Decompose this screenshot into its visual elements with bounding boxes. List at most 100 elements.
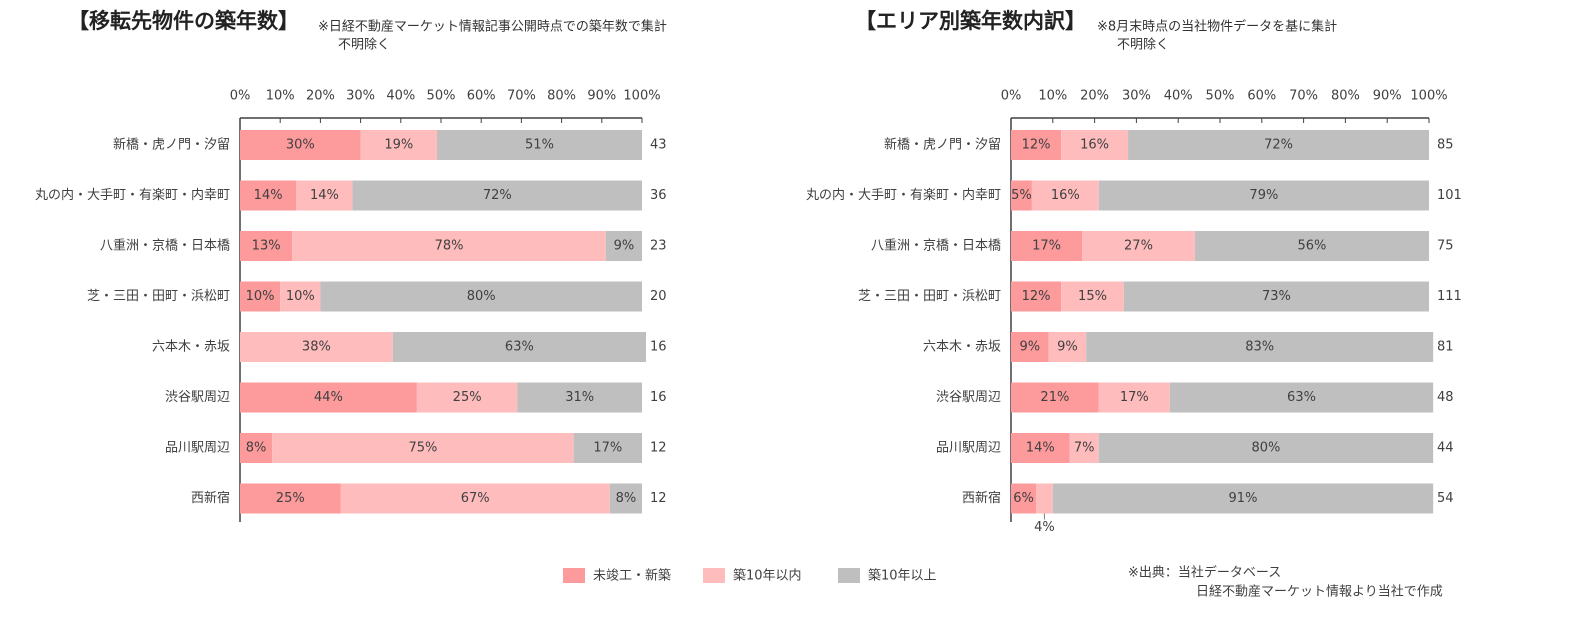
- bar-segment: [1128, 130, 1429, 160]
- bar-segment: [1061, 281, 1124, 312]
- value-label: 16%: [1051, 188, 1080, 203]
- x-tick-label: 40%: [386, 89, 415, 104]
- bar-segment: [1011, 332, 1049, 362]
- value-label: 78%: [435, 239, 464, 254]
- x-tick-label: 40%: [1164, 89, 1193, 104]
- bar-segment: [1061, 130, 1129, 160]
- value-label: 67%: [461, 491, 490, 506]
- bar-segment: [320, 281, 642, 312]
- value-label: 6%: [1013, 491, 1034, 506]
- value-label: 56%: [1298, 239, 1327, 254]
- bar-segment: [1098, 382, 1170, 413]
- value-label: 19%: [384, 138, 413, 153]
- bar-segment: [1069, 433, 1099, 463]
- bar-segment: [1098, 180, 1429, 211]
- value-label: 14%: [254, 188, 283, 203]
- x-tick-label: 30%: [346, 89, 375, 104]
- chart-note: 不明除く: [338, 38, 390, 53]
- x-tick-label: 20%: [306, 89, 335, 104]
- bar-segment: [392, 332, 647, 362]
- count-label: 75: [1437, 239, 1454, 254]
- value-label: 30%: [286, 138, 315, 153]
- legend-swatch: [563, 568, 585, 583]
- count-label: 16: [650, 390, 667, 405]
- bar-segment: [240, 130, 361, 160]
- value-label: 25%: [453, 390, 482, 405]
- bar-segment: [240, 332, 393, 362]
- count-label: 101: [1437, 188, 1462, 203]
- bar-segment: [1194, 231, 1429, 261]
- count-label: 23: [650, 239, 667, 254]
- chart-note: ※8月末時点の当社物件データを基に集計: [1097, 19, 1337, 35]
- count-label: 12: [650, 441, 667, 456]
- bar-segment: [1123, 281, 1429, 312]
- y-tick-label: 新橋・虎ノ門・汐留: [113, 137, 230, 153]
- value-label: 12%: [1022, 138, 1051, 153]
- count-label: 44: [1437, 441, 1454, 456]
- y-tick-label: 西新宿: [191, 490, 230, 506]
- value-label: 63%: [505, 340, 534, 355]
- x-tick-label: 30%: [1122, 89, 1151, 104]
- value-label: 15%: [1078, 289, 1107, 304]
- y-tick-label: 品川駅周辺: [165, 441, 230, 456]
- value-label: 83%: [1245, 340, 1274, 355]
- bar-segment: [240, 180, 297, 211]
- bar-segment: [517, 382, 642, 413]
- y-tick-label: 芝・三田・田町・浜松町: [858, 288, 1001, 304]
- value-label: 91%: [1229, 491, 1258, 506]
- bar-segment: [1169, 382, 1434, 413]
- value-label: 17%: [1120, 390, 1149, 405]
- value-label: 13%: [252, 239, 281, 254]
- value-label: 63%: [1287, 390, 1316, 405]
- bar-segment: [272, 433, 574, 463]
- bar-segment: [1086, 332, 1434, 362]
- bar-segment: [1011, 130, 1062, 160]
- bar-segment: [436, 130, 642, 160]
- y-tick-label: 品川駅周辺: [936, 441, 1001, 456]
- x-tick-label: 50%: [427, 89, 456, 104]
- value-label: 8%: [246, 441, 267, 456]
- x-tick-label: 90%: [1373, 89, 1402, 104]
- x-tick-label: 100%: [1410, 89, 1447, 104]
- value-label: 25%: [276, 491, 305, 506]
- value-label: 4%: [1034, 520, 1055, 535]
- x-tick-label: 70%: [507, 89, 536, 104]
- y-tick-label: 渋谷駅周辺: [936, 390, 1001, 405]
- count-label: 81: [1437, 340, 1454, 355]
- x-tick-label: 90%: [587, 89, 616, 104]
- bar-segment: [296, 180, 353, 211]
- value-label: 75%: [408, 441, 437, 456]
- y-tick-label: 西新宿: [962, 490, 1001, 506]
- bar-segment: [1011, 231, 1083, 261]
- value-label: 5%: [1011, 188, 1032, 203]
- bar-segment: [360, 130, 437, 160]
- legend-swatch: [838, 568, 860, 583]
- x-tick-label: 80%: [547, 89, 576, 104]
- bar-segment: [1098, 433, 1434, 463]
- value-label: 51%: [525, 138, 554, 153]
- chart-title: 【エリア別築年数内訳】: [855, 9, 1086, 33]
- x-tick-label: 0%: [230, 89, 251, 104]
- value-label: 16%: [1080, 138, 1109, 153]
- legend-label: 築10年以上: [868, 569, 937, 584]
- value-label: 72%: [1264, 138, 1293, 153]
- value-label: 10%: [246, 289, 275, 304]
- value-label: 9%: [1057, 340, 1078, 355]
- value-label: 31%: [565, 390, 594, 405]
- count-label: 43: [650, 138, 667, 153]
- bar-segment: [1011, 382, 1099, 413]
- x-tick-label: 80%: [1331, 89, 1360, 104]
- legend-label: 未竣工・新築: [593, 568, 671, 584]
- count-label: 36: [650, 188, 667, 203]
- value-label: 79%: [1249, 188, 1278, 203]
- y-tick-label: 六本木・赤坂: [923, 340, 1001, 355]
- value-label: 9%: [614, 239, 635, 254]
- value-label: 27%: [1124, 239, 1153, 254]
- bar-segment: [605, 231, 642, 261]
- bar-segment: [240, 382, 417, 413]
- bar-segment: [292, 231, 606, 261]
- value-label: 14%: [1026, 441, 1055, 456]
- bar-segment: [416, 382, 518, 413]
- bar-segment: [240, 483, 341, 514]
